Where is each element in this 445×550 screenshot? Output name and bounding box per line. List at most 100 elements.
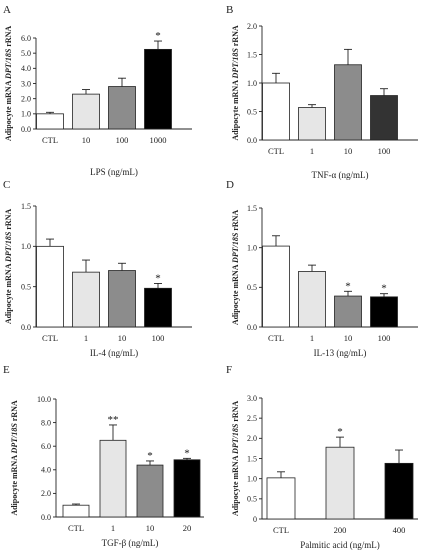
- category-label-a-1: 10: [82, 135, 91, 145]
- panel-letter-a: A: [3, 4, 11, 16]
- panel-e: E 0.0 2.0 4.0 6.0 8.0 10.0 CTL ** 1 * 10 * 20 TGF-β (n…: [3, 364, 204, 548]
- bar-b-1: [298, 107, 326, 141]
- category-label-e-2: 10: [146, 523, 155, 533]
- y-tick-label-a: 4.0: [21, 64, 31, 73]
- panel-letter-b: B: [226, 4, 233, 16]
- y-axis-label-pre-a: Adipocyte mRNA: [4, 79, 13, 141]
- y-tick-label-f: 1.5: [247, 454, 257, 463]
- y-tick-label-a: 0.0: [21, 125, 31, 134]
- y-axis-label-pre-d: Adipocyte mRNA: [231, 263, 240, 325]
- y-tick-label-a: 6.0: [21, 34, 31, 43]
- y-tick-label-e: 10.0: [37, 395, 51, 404]
- y-axis-label-d: Adipocyte mRNA DPT/18S rRNA: [231, 210, 240, 326]
- x-axis-label-d: IL-13 (ng/mL): [314, 348, 367, 358]
- y-tick-label-f: 1.0: [247, 474, 257, 483]
- bar-b-0: [262, 82, 290, 141]
- y-tick-label-d: 0.0: [247, 323, 257, 332]
- bar-c-1: [72, 271, 100, 328]
- y-tick-label-f: 0: [253, 515, 257, 524]
- bar-a-0: [36, 113, 64, 130]
- bar-c-3: [144, 287, 172, 328]
- y-tick-label-d: 0.5: [247, 283, 257, 292]
- category-label-d-3: 100: [378, 333, 391, 343]
- y-axis-label-pre-c: Adipocyte mRNA: [4, 262, 13, 324]
- y-axis-label-post-c: rRNA: [4, 209, 13, 232]
- bar-d-2: [334, 295, 362, 328]
- y-tick-label-f: 0.5: [247, 495, 257, 504]
- bar-e-3: [173, 459, 201, 518]
- category-label-b-3: 100: [378, 146, 391, 156]
- y-axis-label-post-d: rRNA: [231, 210, 240, 233]
- category-label-a-2: 100: [116, 135, 129, 145]
- panel-letter-c: C: [3, 179, 10, 191]
- bar-f-0: [266, 477, 296, 520]
- y-tick-label-a: 3.0: [21, 79, 31, 88]
- y-tick-label-c: 1.5: [21, 202, 31, 211]
- category-label-a-3: 1000: [150, 135, 167, 145]
- y-tick-label-b: 0.5: [247, 107, 257, 116]
- bar-e-0: [62, 504, 90, 518]
- y-tick-label-a: 5.0: [21, 49, 31, 58]
- y-tick-label-a: 2.0: [21, 94, 31, 103]
- significance-f-1: *: [337, 426, 343, 438]
- category-label-e-3: 20: [183, 523, 192, 533]
- x-axis-label-f: Palmitic acid (ng/mL): [300, 540, 379, 550]
- x-axis-label-a: LPS (ng/mL): [90, 167, 138, 177]
- y-axis-label-gene-c: DPT/18S: [4, 231, 13, 263]
- category-label-a-0: CTL: [42, 135, 58, 145]
- panel-letter-d: D: [226, 179, 234, 191]
- panel-c: C 0.0 0.5 1.0 1.5 CTL 1 10 * 100 IL-4 (ng/mL) Adipo…: [3, 179, 192, 358]
- y-tick-label-e: 4.0: [41, 466, 51, 475]
- y-tick-label-e: 0.0: [41, 513, 51, 522]
- panel-d: D 0.0 0.5 1.0 1.5 CTL 1 * 10 * 100 IL-13 (ng/mL) Adi…: [226, 179, 418, 358]
- panel-letter-e: E: [3, 364, 10, 376]
- y-axis-label-post-e: rRNA: [10, 400, 19, 423]
- y-tick-label-e: 6.0: [41, 442, 51, 451]
- y-tick-label-f: 2.0: [247, 434, 257, 443]
- category-label-b-0: CTL: [268, 146, 284, 156]
- bar-f-1: [325, 446, 355, 520]
- y-axis-label-post-a: rRNA: [4, 26, 13, 49]
- significance-e-2: *: [147, 450, 153, 462]
- bar-b-3: [370, 95, 398, 141]
- x-axis-label-c: IL-4 (ng/mL): [90, 348, 138, 358]
- category-label-c-0: CTL: [42, 333, 58, 343]
- y-axis-label-gene-d: DPT/18S: [231, 232, 240, 264]
- category-label-b-1: 1: [310, 146, 314, 156]
- significance-d-3: *: [381, 283, 387, 295]
- category-label-d-1: 1: [310, 333, 314, 343]
- bar-c-2: [108, 270, 136, 328]
- category-label-f-1: 200: [334, 525, 347, 535]
- bar-b-2: [334, 64, 362, 141]
- y-tick-label-b: 0.0: [247, 136, 257, 145]
- category-label-e-0: CTL: [68, 523, 84, 533]
- category-label-c-2: 10: [118, 333, 127, 343]
- significance-a-3: *: [155, 30, 161, 42]
- significance-c-3: *: [155, 272, 161, 284]
- y-tick-label-d: 1.0: [247, 243, 257, 252]
- significance-e-3: *: [184, 447, 190, 459]
- x-axis-label-b: TNF-α (ng/mL): [312, 170, 369, 180]
- bar-c-0: [36, 245, 64, 328]
- panel-f: F 0 0.5 1.0 1.5 2.0 2.5 3.0 CTL * 200 400 Palmitic a…: [226, 364, 418, 550]
- category-label-d-0: CTL: [268, 333, 284, 343]
- panel-a: A 0.0 1.0 2.0 3.0 4.0 5.0 6.0 CTL 10 100 * 1000 LPS (…: [3, 4, 192, 177]
- y-tick-label-c: 0.0: [21, 323, 31, 332]
- bar-a-3: [144, 48, 172, 130]
- y-tick-label-a: 1.0: [21, 110, 31, 119]
- y-axis-label-b: Adipocyte mRNA DPT/18S rRNA: [231, 25, 240, 141]
- y-axis-label-gene-b: DPT/18S: [231, 48, 240, 80]
- y-tick-label-c: 1.0: [21, 242, 31, 251]
- bar-a-2: [108, 86, 136, 130]
- y-tick-label-c: 0.5: [21, 282, 31, 291]
- significance-e-1: **: [108, 414, 119, 426]
- bar-e-2: [136, 464, 164, 518]
- y-axis-label-pre-b: Adipocyte mRNA: [231, 78, 240, 140]
- y-axis-label-gene-e: DPT/18S: [10, 423, 19, 455]
- y-tick-label-e: 8.0: [41, 418, 51, 427]
- y-axis-label-gene-a: DPT/18S: [4, 48, 13, 80]
- y-tick-label-e: 2.0: [41, 489, 51, 498]
- y-tick-label-b: 2.0: [247, 22, 257, 31]
- y-axis-label-f: Adipocyte mRNA DPT/18S rRNA: [231, 401, 240, 517]
